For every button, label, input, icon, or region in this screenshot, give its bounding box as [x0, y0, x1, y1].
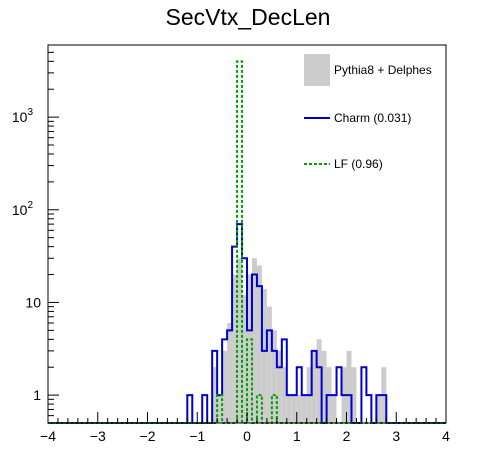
- pythia-bin-bar: [271, 330, 277, 423]
- pythia-bin-bar: [321, 350, 327, 423]
- x-tick-label: 0: [243, 428, 251, 444]
- pythia-bin-bar: [237, 258, 243, 423]
- pythia-bin-bar: [296, 395, 302, 423]
- chart-title: SecVtx_DecLen: [166, 4, 331, 30]
- x-tick-label: −2: [140, 428, 156, 444]
- pythia-bin-bar: [217, 395, 223, 423]
- y-tick-label: 102: [12, 200, 34, 218]
- pythia-bin-bar: [286, 395, 292, 423]
- pythia-bin-bar: [276, 350, 282, 423]
- pythia-bin-bar: [247, 274, 252, 423]
- x-tick-label: 4: [442, 428, 450, 444]
- pythia-bin-bar: [346, 350, 352, 423]
- pythia-bin-bar: [291, 395, 297, 423]
- y-tick-label: 1: [33, 387, 41, 403]
- legend-label-pythia: Pythia8 + Delphes: [334, 63, 432, 77]
- x-tick-label: 3: [392, 428, 400, 444]
- pythia-bin-bar: [376, 395, 382, 423]
- pythia-bin-bar: [331, 395, 337, 423]
- pythia-bin-bar: [311, 350, 317, 423]
- y-axis: 1 10 102 103: [12, 44, 59, 424]
- pythia-bin-bar: [232, 274, 238, 423]
- pythia-bin-bar: [351, 367, 357, 423]
- y-tick-label: 103: [12, 107, 34, 125]
- x-tick-label: 2: [343, 428, 351, 444]
- pythia-bin-bar: [222, 350, 228, 423]
- histogram-bars: [212, 258, 387, 423]
- legend-label-charm: Charm (0.031): [334, 111, 411, 125]
- legend: Pythia8 + Delphes Charm (0.031) LF (0.96): [304, 54, 432, 171]
- pythia-bin-bar: [261, 288, 267, 423]
- legend-swatch-pythia: [304, 54, 330, 86]
- pythia-bin-bar: [281, 367, 287, 423]
- pythia-bin-bar: [266, 306, 272, 423]
- pythia-bin-bar: [316, 339, 322, 423]
- pythia-bin-bar: [301, 395, 307, 423]
- x-tick-label: −1: [189, 428, 205, 444]
- pythia-bin-bar: [227, 322, 233, 423]
- pythia-bin-bar: [251, 258, 257, 423]
- x-axis: −4 −3 −2 −1 0 1 2 3 4: [40, 412, 450, 444]
- x-tick-label: −3: [90, 428, 106, 444]
- pythia-bin-bar: [242, 295, 247, 423]
- pythia-bin-bar: [256, 265, 262, 423]
- pythia-bin-bar: [212, 367, 218, 423]
- legend-label-lf: LF (0.96): [334, 157, 383, 171]
- y-tick-label: 10: [25, 294, 41, 310]
- x-tick-label: 1: [293, 428, 301, 444]
- x-tick-label: −4: [40, 428, 56, 444]
